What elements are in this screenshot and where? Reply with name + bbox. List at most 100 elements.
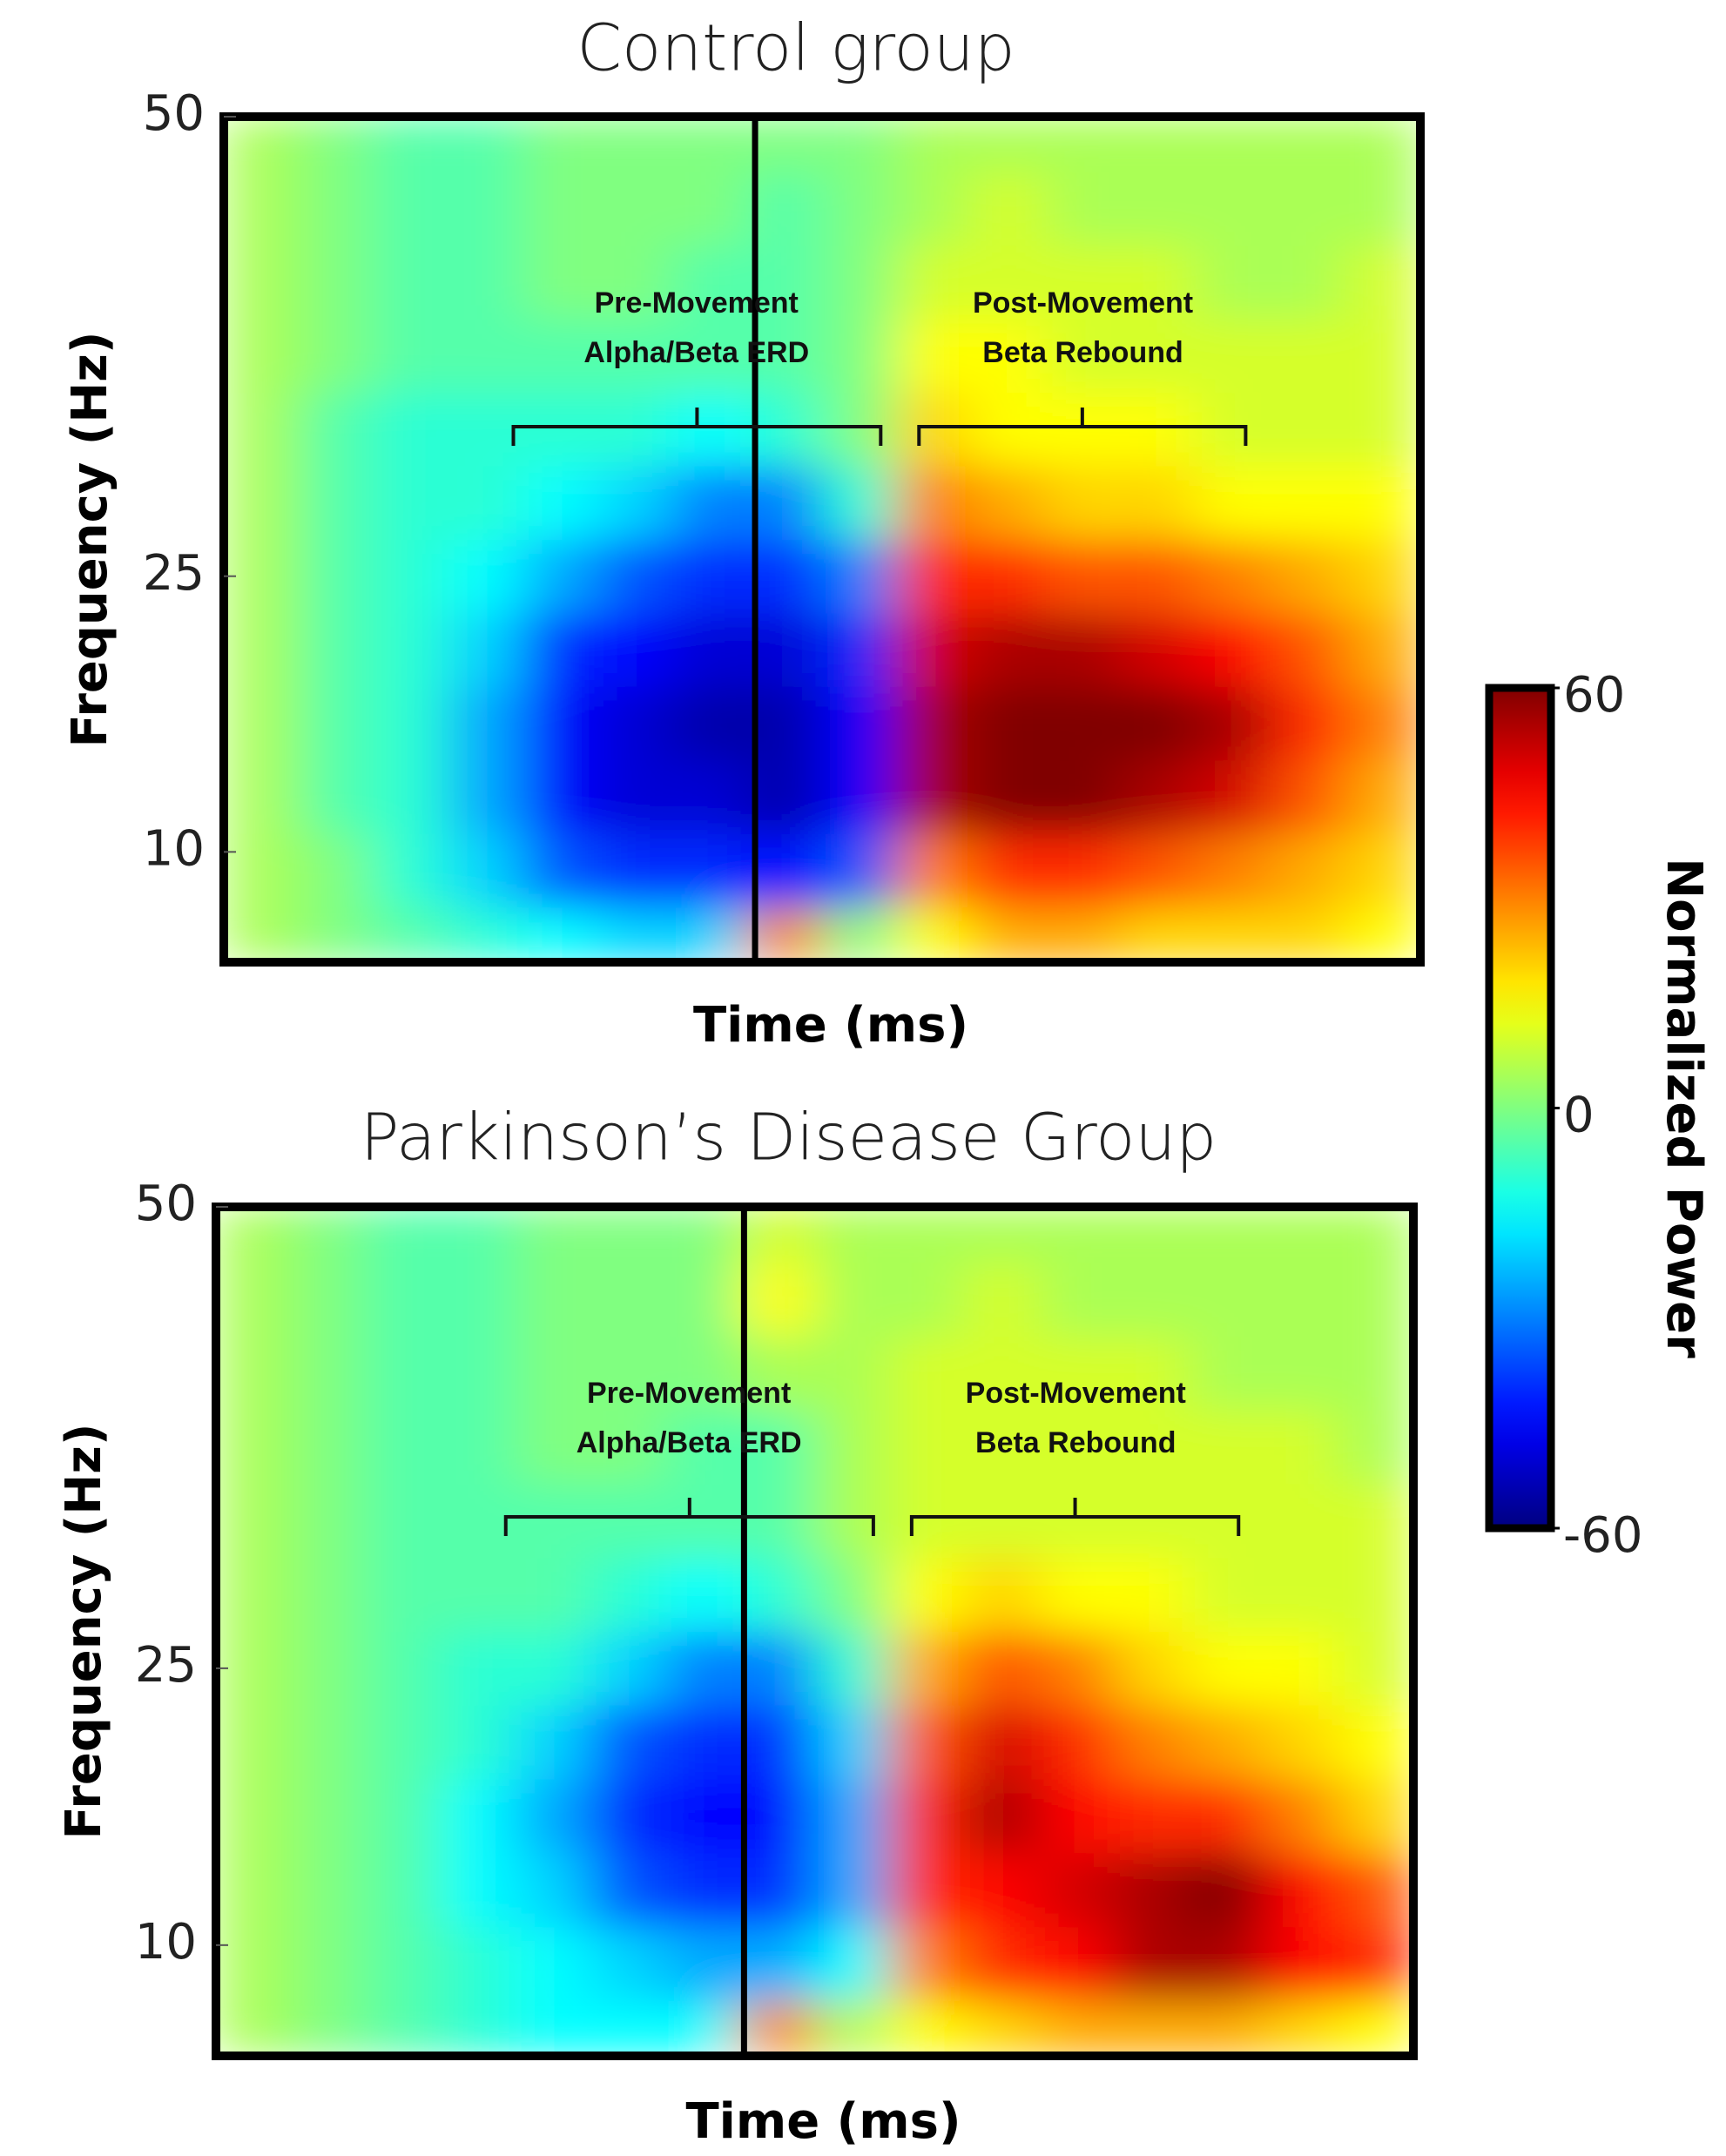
heatmap-cell	[448, 392, 523, 467]
heatmap-cell	[971, 245, 1048, 320]
heatmap-cell	[671, 171, 748, 246]
heatmap-cell	[1046, 171, 1122, 246]
heatmap-cell	[1263, 1926, 1339, 2001]
heatmap-cell	[365, 1631, 442, 1706]
heatmap-cell	[664, 1557, 741, 1632]
heatmap-cell	[1270, 832, 1346, 908]
heatmap-cell	[290, 1778, 367, 1854]
heatmap-cell	[365, 1409, 442, 1485]
heatmap-cell	[1263, 1778, 1339, 1854]
heatmap-cell	[298, 318, 374, 394]
heatmap-cell	[365, 1926, 442, 2001]
heatmap-cell	[523, 117, 598, 172]
heatmap-cell	[746, 245, 823, 320]
chart-title: Parkinson’s Disease Group	[361, 1101, 1217, 1176]
heatmap-cell	[896, 392, 973, 467]
heatmap-cell	[664, 1335, 741, 1411]
heatmap-cell	[523, 171, 598, 246]
heatmap-cell	[1338, 1557, 1413, 1632]
heatmap-cell	[746, 759, 823, 834]
heatmap-cell	[1345, 832, 1420, 908]
heatmap-cell	[224, 171, 300, 246]
heatmap-area	[224, 117, 1420, 962]
heatmap-cell	[814, 1852, 890, 1928]
heatmap-cell	[821, 832, 898, 908]
heatmap-cell	[888, 1262, 965, 1337]
colorbar	[1485, 684, 1555, 1533]
heatmap-cell	[365, 1483, 442, 1559]
heatmap-cell	[746, 117, 823, 172]
heatmap-cell	[888, 1778, 965, 1854]
heatmap-cell	[1113, 1409, 1190, 1485]
heatmap-cell	[1038, 1409, 1115, 1485]
heatmap-cell	[440, 1262, 516, 1337]
heatmap-cell	[814, 1262, 890, 1337]
heatmap-cell	[1121, 392, 1197, 467]
heatmap-cell	[1046, 318, 1122, 394]
heatmap-cell	[671, 245, 748, 320]
heatmap-cell	[1263, 1207, 1339, 1263]
heatmap-cell	[440, 1631, 516, 1706]
heatmap-cell	[1270, 539, 1346, 614]
heatmap-cell	[1121, 245, 1197, 320]
heatmap-cell	[590, 1926, 666, 2001]
heatmap-cell	[671, 318, 748, 394]
heatmap-cell	[590, 1483, 666, 1559]
heatmap-cell	[1263, 1852, 1339, 1928]
heatmap-cell	[664, 1778, 741, 1854]
heatmap-cell	[1188, 1704, 1264, 1780]
heatmap-cell	[1345, 539, 1420, 614]
heatmap-cell	[664, 1483, 741, 1559]
heatmap-cell	[290, 1999, 367, 2056]
heatmap-cell	[1046, 392, 1122, 467]
heatmap-cell	[1188, 1262, 1264, 1337]
y-tick-label: 50	[143, 85, 205, 142]
heatmap-cell	[1338, 1207, 1413, 1263]
heatmap-cell	[597, 318, 673, 394]
heatmap-cell	[1046, 759, 1122, 834]
heatmap-cell	[597, 832, 673, 908]
colorbar-tick-label: 0	[1563, 1088, 1595, 1144]
heatmap-cell	[448, 832, 523, 908]
annotation: Beta Rebound	[982, 336, 1183, 369]
heatmap-cell	[739, 1262, 815, 1337]
heatmap-cell	[1038, 1483, 1115, 1559]
heatmap-cell	[896, 759, 973, 834]
heatmap-cell	[1338, 1483, 1413, 1559]
heatmap-cell	[216, 1262, 292, 1337]
heatmap-cell	[440, 1999, 516, 2056]
heatmap-cell	[365, 1557, 442, 1632]
bracket	[909, 1498, 1241, 1536]
heatmap-cell	[216, 1335, 292, 1411]
heatmap-cell	[298, 392, 374, 467]
heatmap-cell	[963, 1335, 1040, 1411]
heatmap-cell	[523, 392, 598, 467]
annotation: Post-Movement	[973, 286, 1193, 320]
heatmap-cell	[373, 685, 449, 761]
heatmap-cell	[1038, 1704, 1115, 1780]
heatmap-cell	[597, 906, 673, 962]
heatmap-cell	[1121, 117, 1197, 172]
heatmap-cell	[1121, 612, 1197, 687]
heatmap-cell	[971, 685, 1048, 761]
y-tick-label: 50	[135, 1176, 197, 1232]
heatmap-cell	[298, 832, 374, 908]
y-tick-label: 10	[135, 1914, 197, 1971]
heatmap-cell	[523, 612, 598, 687]
heatmap-cell	[671, 685, 748, 761]
heatmap-cell	[290, 1409, 367, 1485]
heatmap-cell	[590, 1557, 666, 1632]
heatmap-cell	[1121, 759, 1197, 834]
heatmap-cells	[224, 117, 1420, 962]
heatmap-cell	[216, 1483, 292, 1559]
heatmap-cell	[440, 1557, 516, 1632]
heatmap-cell	[373, 612, 449, 687]
heatmap-cell	[373, 171, 449, 246]
heatmap-cell	[1270, 245, 1346, 320]
heatmap-cell	[224, 117, 300, 172]
heatmap-cell	[1345, 245, 1420, 320]
heatmap-cell	[224, 832, 300, 908]
heatmap-cell	[1046, 245, 1122, 320]
annotation: Pre-Movement	[587, 1377, 791, 1410]
heatmap-cell	[1270, 171, 1346, 246]
